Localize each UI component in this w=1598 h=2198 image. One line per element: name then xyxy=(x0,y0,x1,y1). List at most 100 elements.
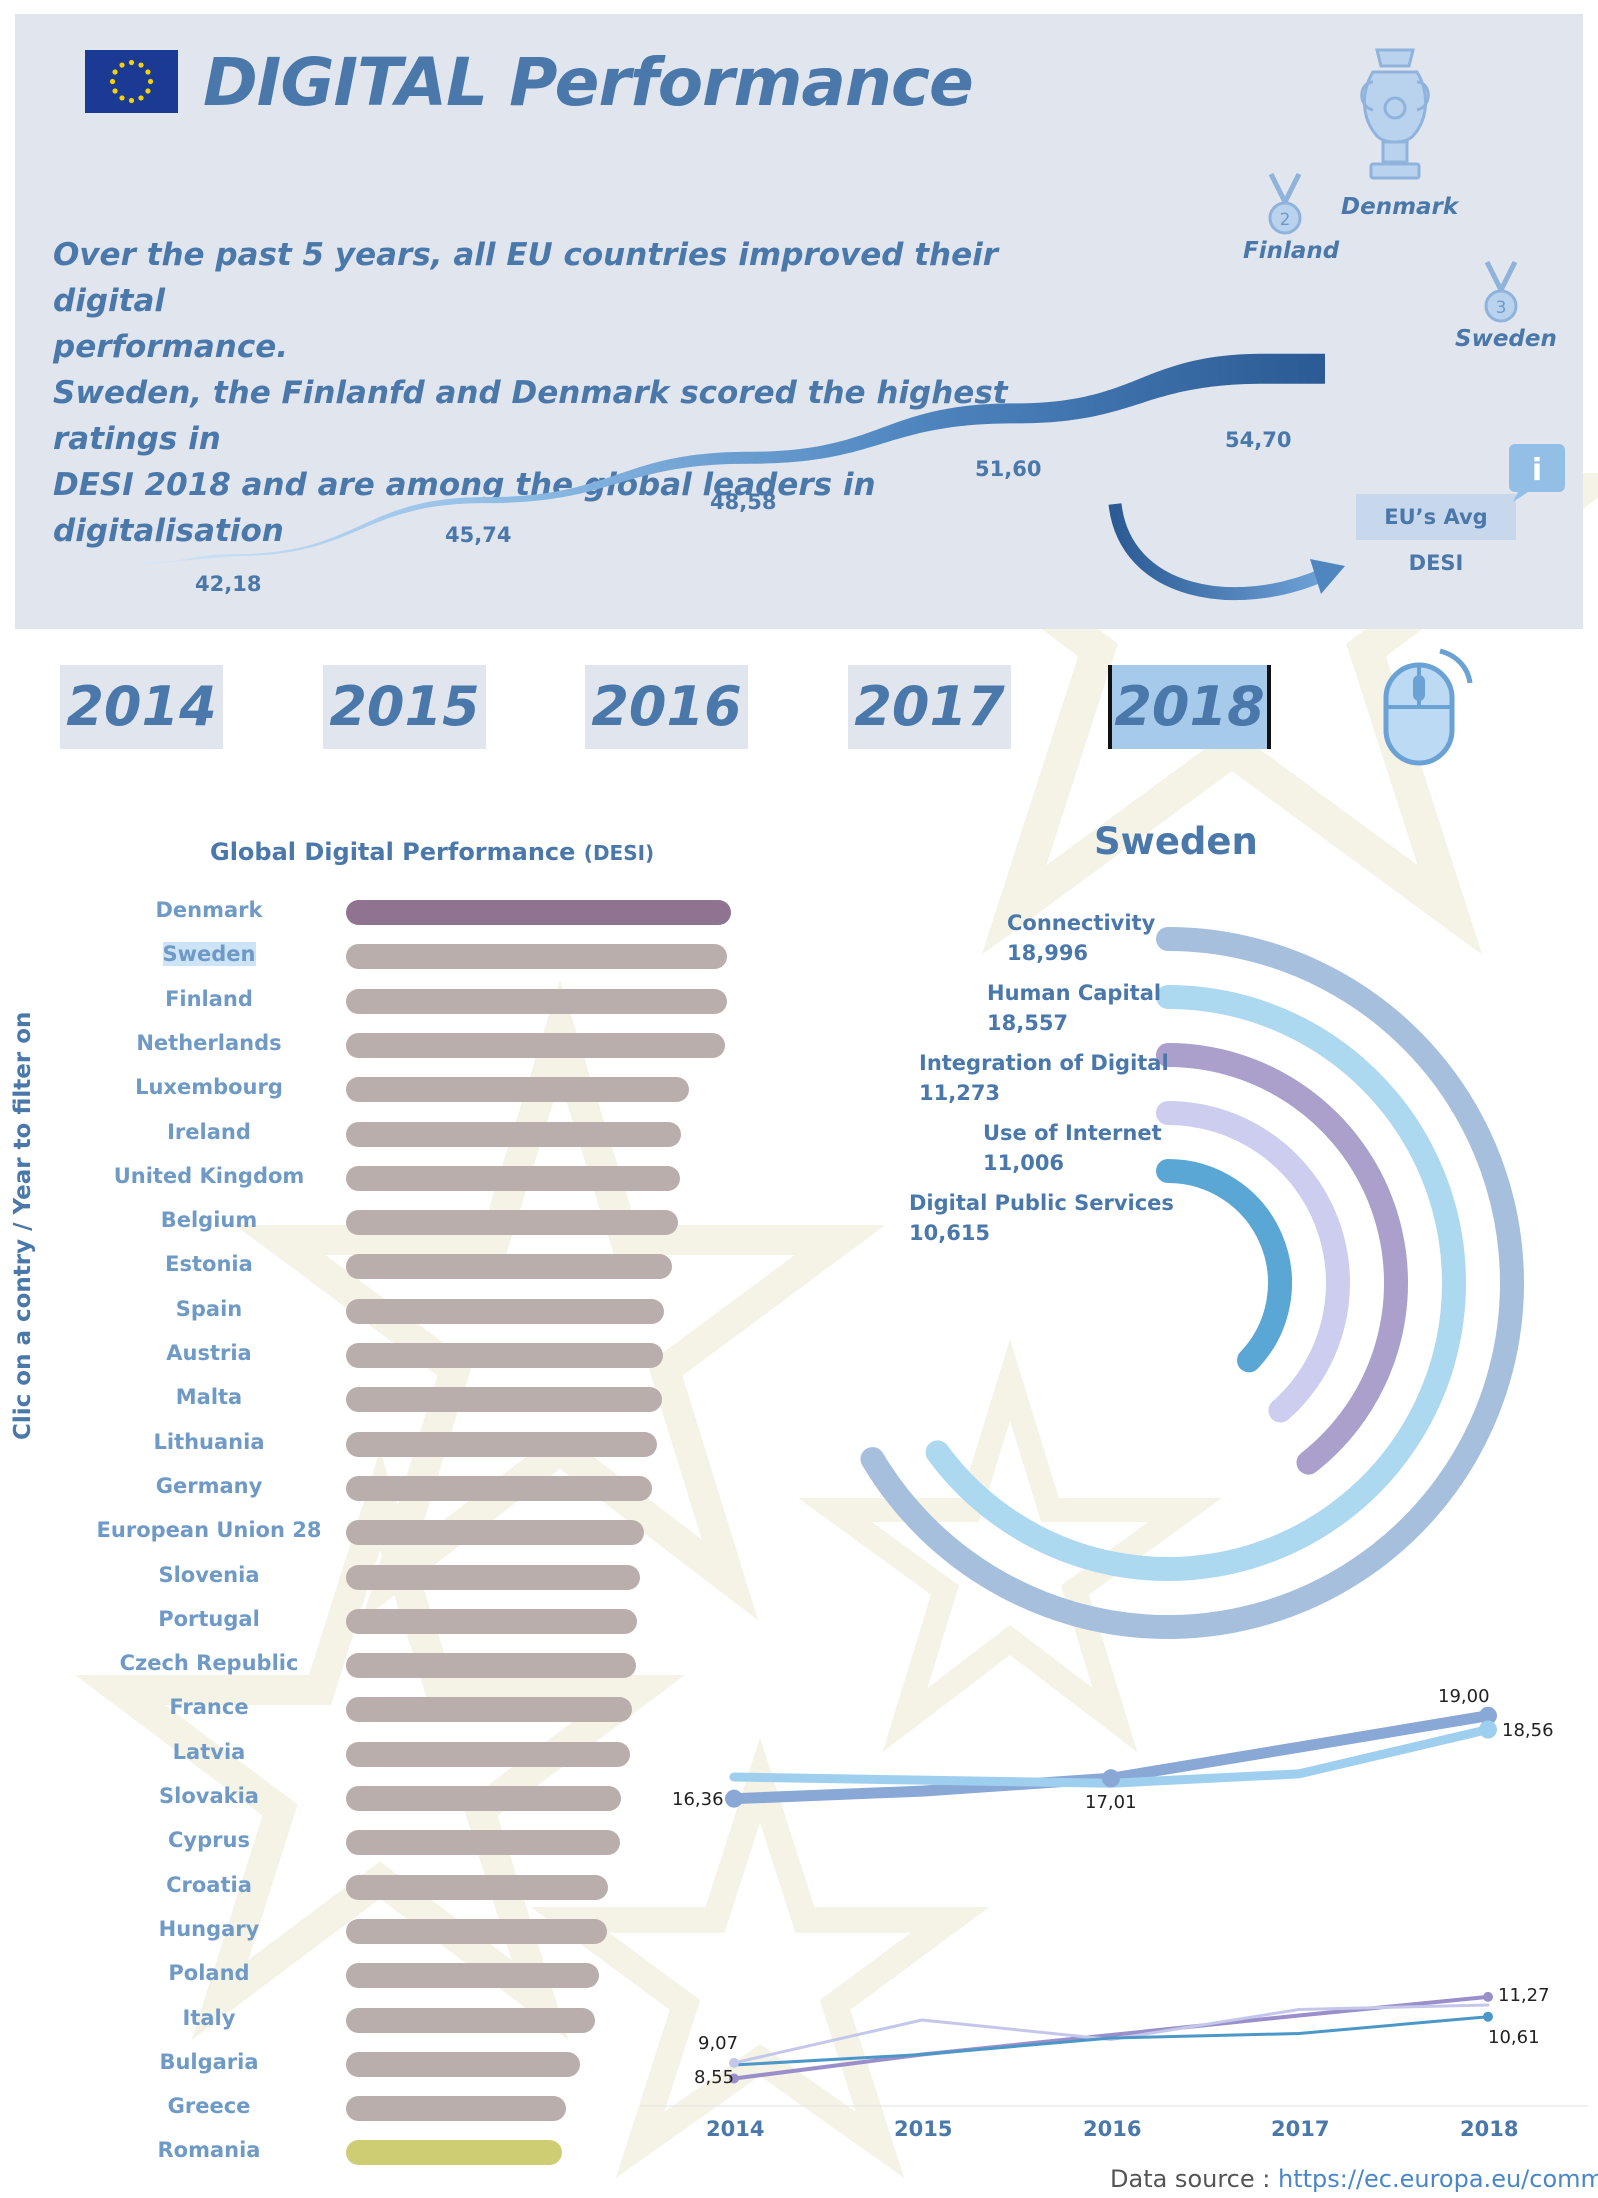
country-label[interactable]: Lithuania xyxy=(88,1430,330,1454)
radial-arc-use-of-internet[interactable] xyxy=(1156,1101,1350,1423)
country-label[interactable]: Latvia xyxy=(88,1740,330,1764)
curved-arrow-head-icon xyxy=(1310,559,1345,594)
year-button-2018[interactable]: 2018 xyxy=(1108,665,1271,749)
country-label[interactable]: European Union 28 xyxy=(88,1518,330,1542)
year-button-2015[interactable]: 2015 xyxy=(323,665,486,749)
country-label[interactable]: Romania xyxy=(88,2138,330,2162)
intro-text: Over the past 5 years, all EU countries … xyxy=(53,237,1008,549)
country-label[interactable]: Spain xyxy=(88,1297,330,1321)
country-name: Netherlands xyxy=(136,1030,282,1055)
country-label[interactable]: Finland xyxy=(88,987,330,1011)
country-label[interactable]: Greece xyxy=(88,2094,330,2118)
country-label[interactable]: Denmark xyxy=(88,898,330,922)
country-name: Ireland xyxy=(167,1119,251,1144)
bar-malta[interactable] xyxy=(346,1387,663,1413)
bar-finland[interactable] xyxy=(346,988,727,1014)
dimension-value: 10,615 xyxy=(909,1221,991,1245)
country-label[interactable]: Sweden xyxy=(88,942,330,967)
country-name: Malta xyxy=(175,1385,243,1410)
country-label[interactable]: Poland xyxy=(88,1961,330,1985)
bar-sweden[interactable] xyxy=(346,944,728,970)
country-label[interactable]: Czech Republic xyxy=(88,1651,330,1675)
line-point[interactable] xyxy=(1102,1769,1120,1788)
bar-european-union-28[interactable] xyxy=(346,1520,645,1546)
year-button-2014[interactable]: 2014 xyxy=(60,665,223,749)
eu-avg-value-2015: 45,74 xyxy=(445,523,512,548)
country-label[interactable]: Portugal xyxy=(88,1607,330,1631)
country-name: Croatia xyxy=(166,1872,252,1897)
bar-netherlands[interactable] xyxy=(346,1032,726,1058)
bar-slovenia[interactable] xyxy=(346,1564,641,1590)
country-label[interactable]: Slovakia xyxy=(88,1784,330,1808)
bar-croatia[interactable] xyxy=(346,1874,608,1900)
line-point[interactable] xyxy=(729,2073,739,2084)
flag-star-icon xyxy=(145,88,151,94)
bar-belgium[interactable] xyxy=(346,1210,679,1236)
bar-slovakia[interactable] xyxy=(346,1786,622,1811)
info-icon[interactable]: i xyxy=(1505,440,1573,506)
trophy-icon xyxy=(1360,48,1430,180)
bar-estonia[interactable] xyxy=(346,1254,672,1280)
dimension-name: Digital Public Services xyxy=(909,1191,1174,1215)
bar-bulgaria[interactable] xyxy=(346,2051,581,2077)
country-label[interactable]: Italy xyxy=(88,2006,330,2030)
country-label[interactable]: Germany xyxy=(88,1474,330,1498)
bar-denmark[interactable] xyxy=(346,900,731,925)
x-tick-2016: 2016 xyxy=(1083,2117,1142,2141)
country-name: European Union 28 xyxy=(96,1518,322,1543)
bar-spain[interactable] xyxy=(346,1298,664,1324)
eu-flag-icon xyxy=(85,50,178,113)
country-label[interactable]: Slovenia xyxy=(88,1563,330,1587)
bar-luxembourg[interactable] xyxy=(346,1077,690,1103)
country-label[interactable]: Cyprus xyxy=(88,1828,330,1852)
line-point[interactable] xyxy=(729,2057,739,2068)
bar-france[interactable] xyxy=(346,1697,633,1723)
line-point[interactable] xyxy=(1479,1720,1497,1739)
dimension-value: 11,273 xyxy=(919,1081,1001,1105)
country-label[interactable]: Bulgaria xyxy=(88,2050,330,2074)
bar-hungary[interactable] xyxy=(346,1918,607,1944)
country-label[interactable]: Hungary xyxy=(88,1917,330,1941)
radial-arc-connectivity[interactable] xyxy=(860,927,1524,1639)
country-name: United Kingdom xyxy=(113,1163,305,1188)
flag-star-icon xyxy=(138,95,144,101)
radial-arc-human-capital[interactable] xyxy=(925,985,1466,1581)
line-point[interactable] xyxy=(725,1789,743,1808)
country-label[interactable]: Belgium xyxy=(88,1208,330,1232)
year-button-2016[interactable]: 2016 xyxy=(585,665,748,749)
bar-lithuania[interactable] xyxy=(346,1431,658,1457)
line-point[interactable] xyxy=(1483,2011,1493,2022)
eu-avg-trend-chart xyxy=(145,353,1345,601)
radial-arc-integration-of-digital[interactable] xyxy=(1156,1043,1408,1475)
bar-united-kingdom[interactable] xyxy=(346,1165,681,1191)
country-label[interactable]: Malta xyxy=(88,1385,330,1409)
flag-star-icon xyxy=(147,78,154,85)
bar-portugal[interactable] xyxy=(346,1608,638,1634)
bar-poland[interactable] xyxy=(346,1963,599,1989)
radial-arc-digital-public-services[interactable] xyxy=(1156,1159,1292,1373)
bar-czech-republic[interactable] xyxy=(346,1653,636,1679)
country-name: Luxembourg xyxy=(135,1075,283,1100)
country-label[interactable]: Estonia xyxy=(88,1252,330,1276)
bar-cyprus[interactable] xyxy=(346,1830,621,1856)
country-label[interactable]: Austria xyxy=(88,1341,330,1365)
country-label[interactable]: Croatia xyxy=(88,1873,330,1897)
source-link[interactable]: https://ec.europa.eu/commis xyxy=(1278,2165,1598,2193)
year-button-2017[interactable]: 2017 xyxy=(848,665,1011,749)
bar-romania[interactable] xyxy=(346,2140,563,2166)
bar-germany[interactable] xyxy=(346,1475,653,1501)
country-label[interactable]: Netherlands xyxy=(88,1031,330,1055)
bar-greece[interactable] xyxy=(346,2096,567,2122)
line-point[interactable] xyxy=(1483,1991,1493,2002)
bar-italy[interactable] xyxy=(346,2007,596,2033)
bar-ireland[interactable] xyxy=(346,1121,681,1147)
line-digital-public-services[interactable] xyxy=(732,2015,1490,2067)
country-label[interactable]: United Kingdom xyxy=(88,1164,330,1188)
country-name: Romania xyxy=(157,2138,261,2163)
bar-latvia[interactable] xyxy=(346,1741,630,1767)
bar-austria[interactable] xyxy=(346,1343,663,1368)
country-label[interactable]: Luxembourg xyxy=(88,1075,330,1099)
country-label[interactable]: France xyxy=(88,1695,330,1719)
line-point[interactable] xyxy=(1479,1706,1497,1725)
country-label[interactable]: Ireland xyxy=(88,1120,330,1144)
